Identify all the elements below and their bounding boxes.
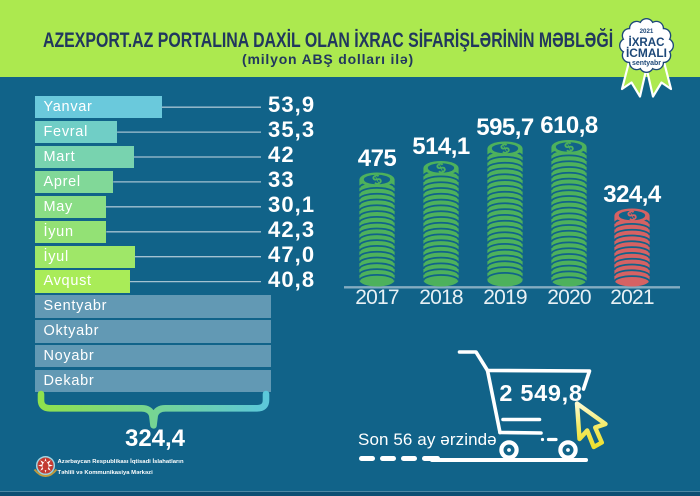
svg-text:sentyabr: sentyabr	[632, 60, 661, 67]
svg-text:İCMALI: İCMALI	[626, 47, 667, 60]
svg-text:İXRAC: İXRAC	[629, 36, 665, 49]
svg-text:2021: 2021	[640, 28, 654, 35]
